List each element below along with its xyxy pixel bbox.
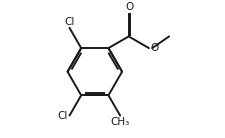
Text: Cl: Cl [64, 17, 74, 27]
Text: Cl: Cl [58, 111, 68, 121]
Text: CH₃: CH₃ [110, 117, 129, 127]
Text: O: O [150, 43, 158, 53]
Text: O: O [125, 2, 133, 12]
